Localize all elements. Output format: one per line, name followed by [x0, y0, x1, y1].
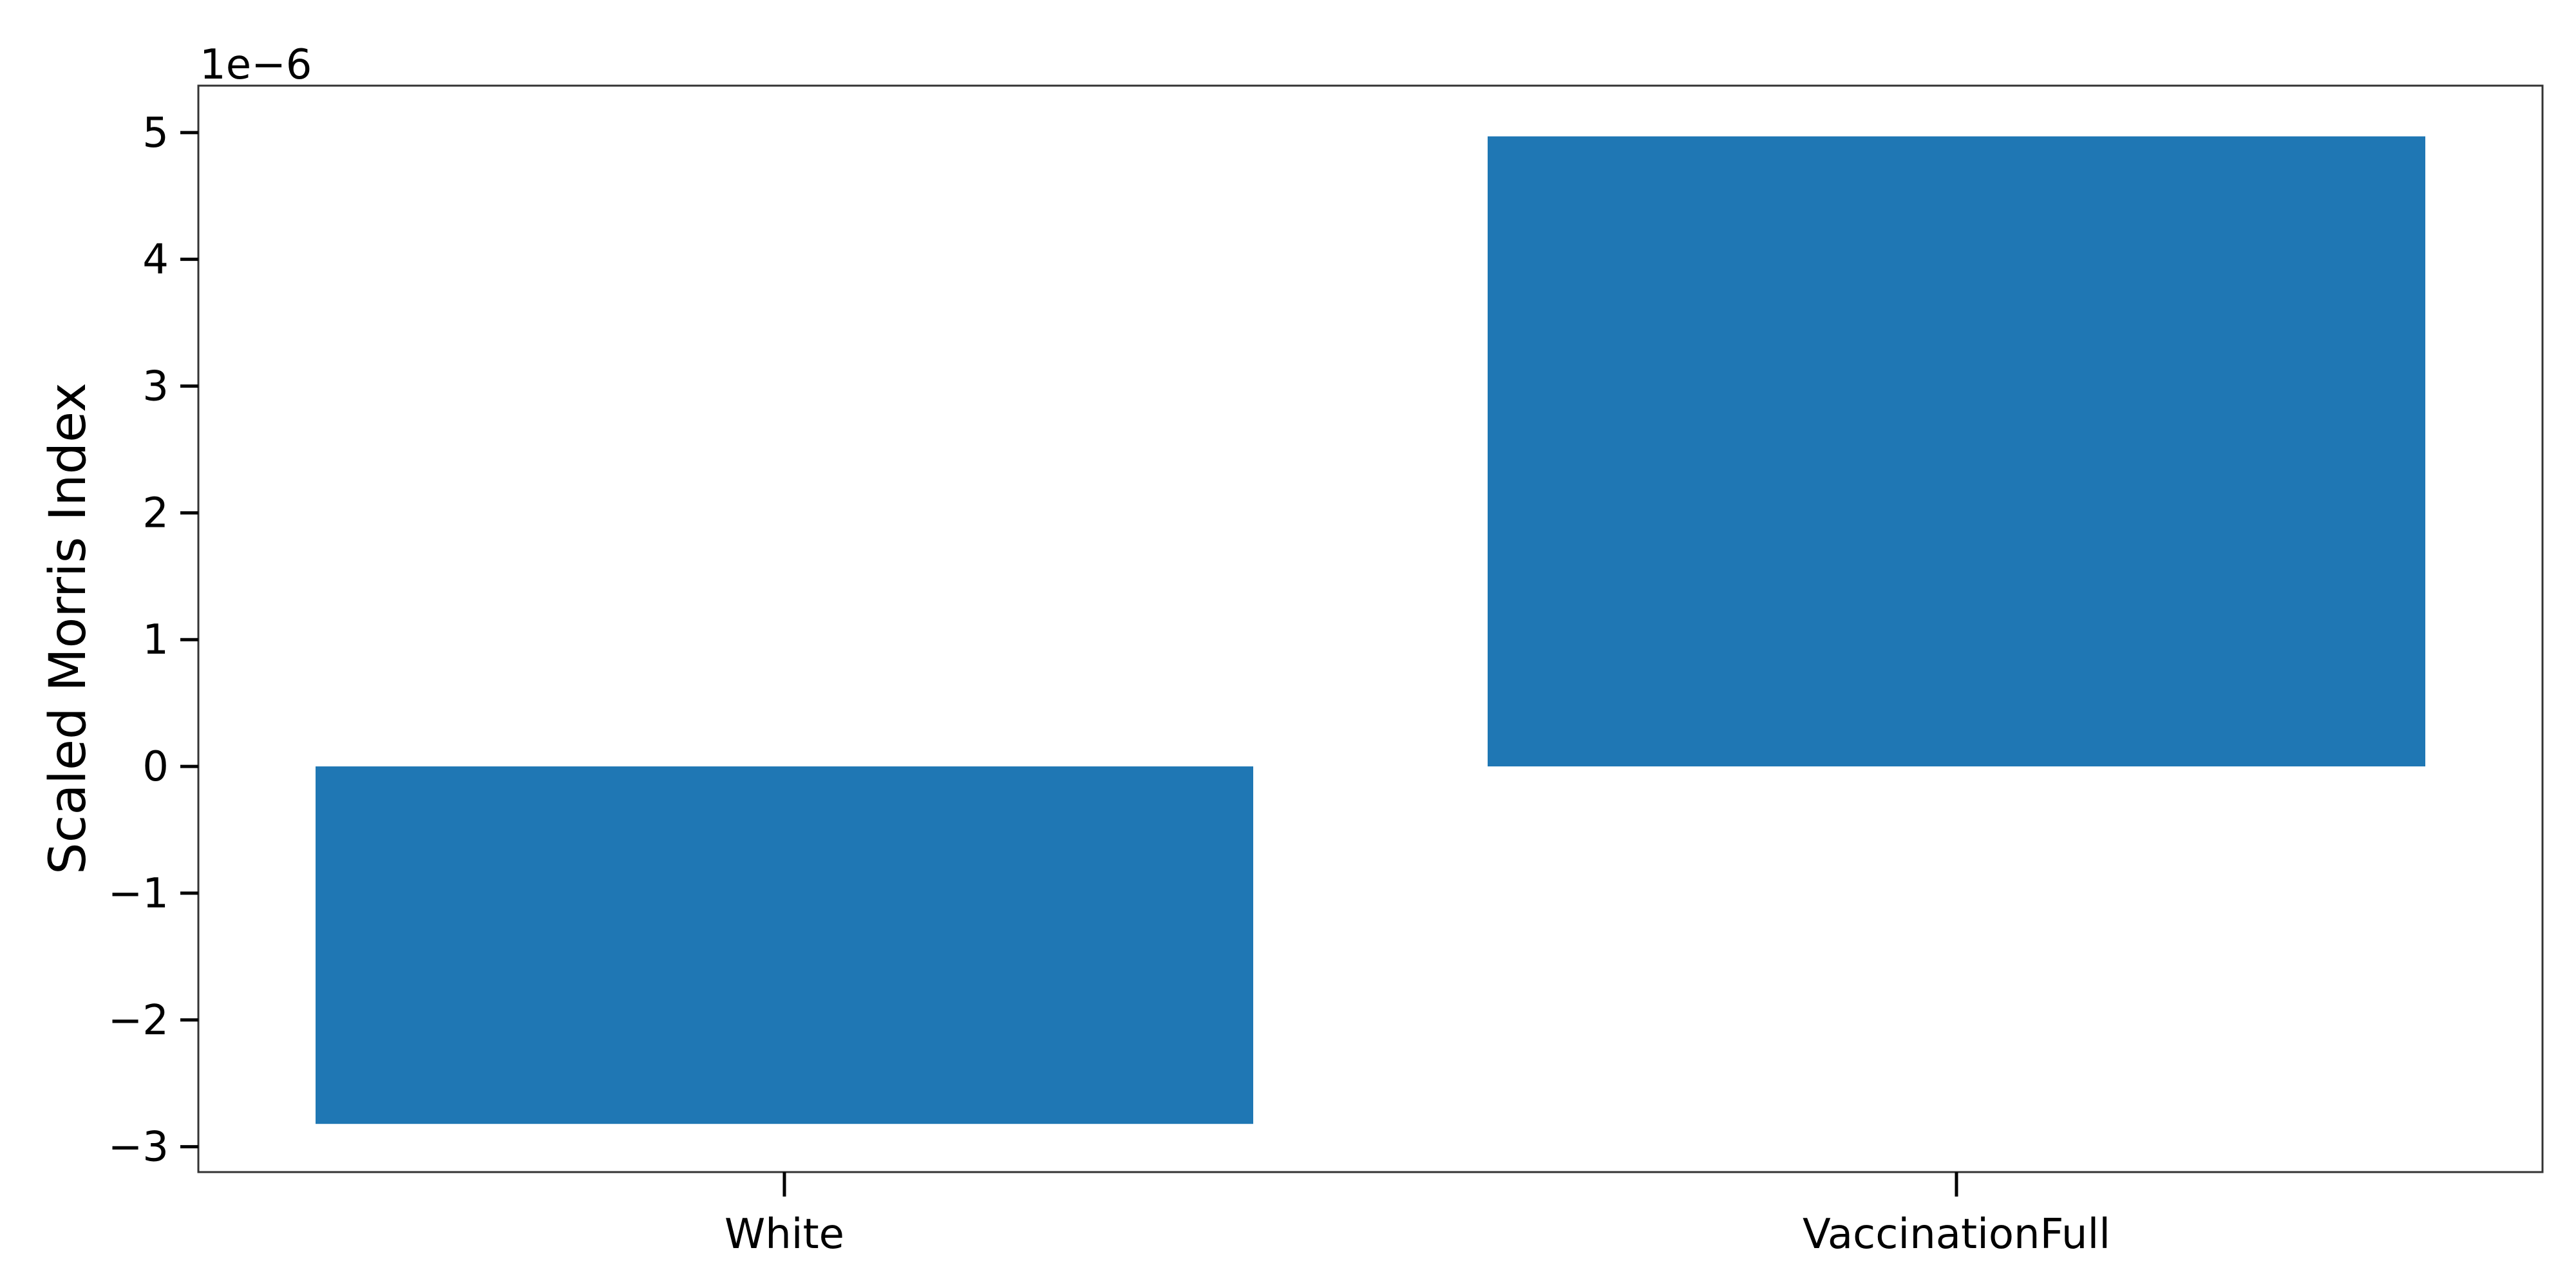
y-tick-label: 5: [142, 109, 169, 157]
y-tick-label: 4: [142, 236, 169, 284]
y-axis-offset-label: 1e−6: [200, 41, 312, 89]
y-tick-label: 2: [142, 489, 169, 537]
y-tick-label: −2: [108, 997, 169, 1045]
y-tick-label: 1: [142, 616, 169, 664]
plot-frame: [197, 84, 2544, 1173]
bar-vaccinationfull: [1488, 136, 2425, 767]
x-tick-label-vaccinationfull: VaccinationFull: [1803, 1211, 2110, 1258]
y-tick-label: 3: [142, 363, 169, 411]
y-tick-label: −3: [108, 1124, 169, 1171]
y-tick-label: 0: [142, 743, 169, 791]
bars-layer: [316, 136, 2425, 1124]
y-axis: −3 −2 −1 0 1 2 3 4 5: [108, 109, 198, 1171]
x-axis: White VaccinationFull: [724, 1172, 2110, 1258]
y-axis-label: Scaled Morris Index: [39, 383, 97, 875]
y-tick-label: −1: [108, 870, 169, 918]
bar-white: [316, 766, 1253, 1124]
x-tick-label-white: White: [724, 1211, 844, 1258]
